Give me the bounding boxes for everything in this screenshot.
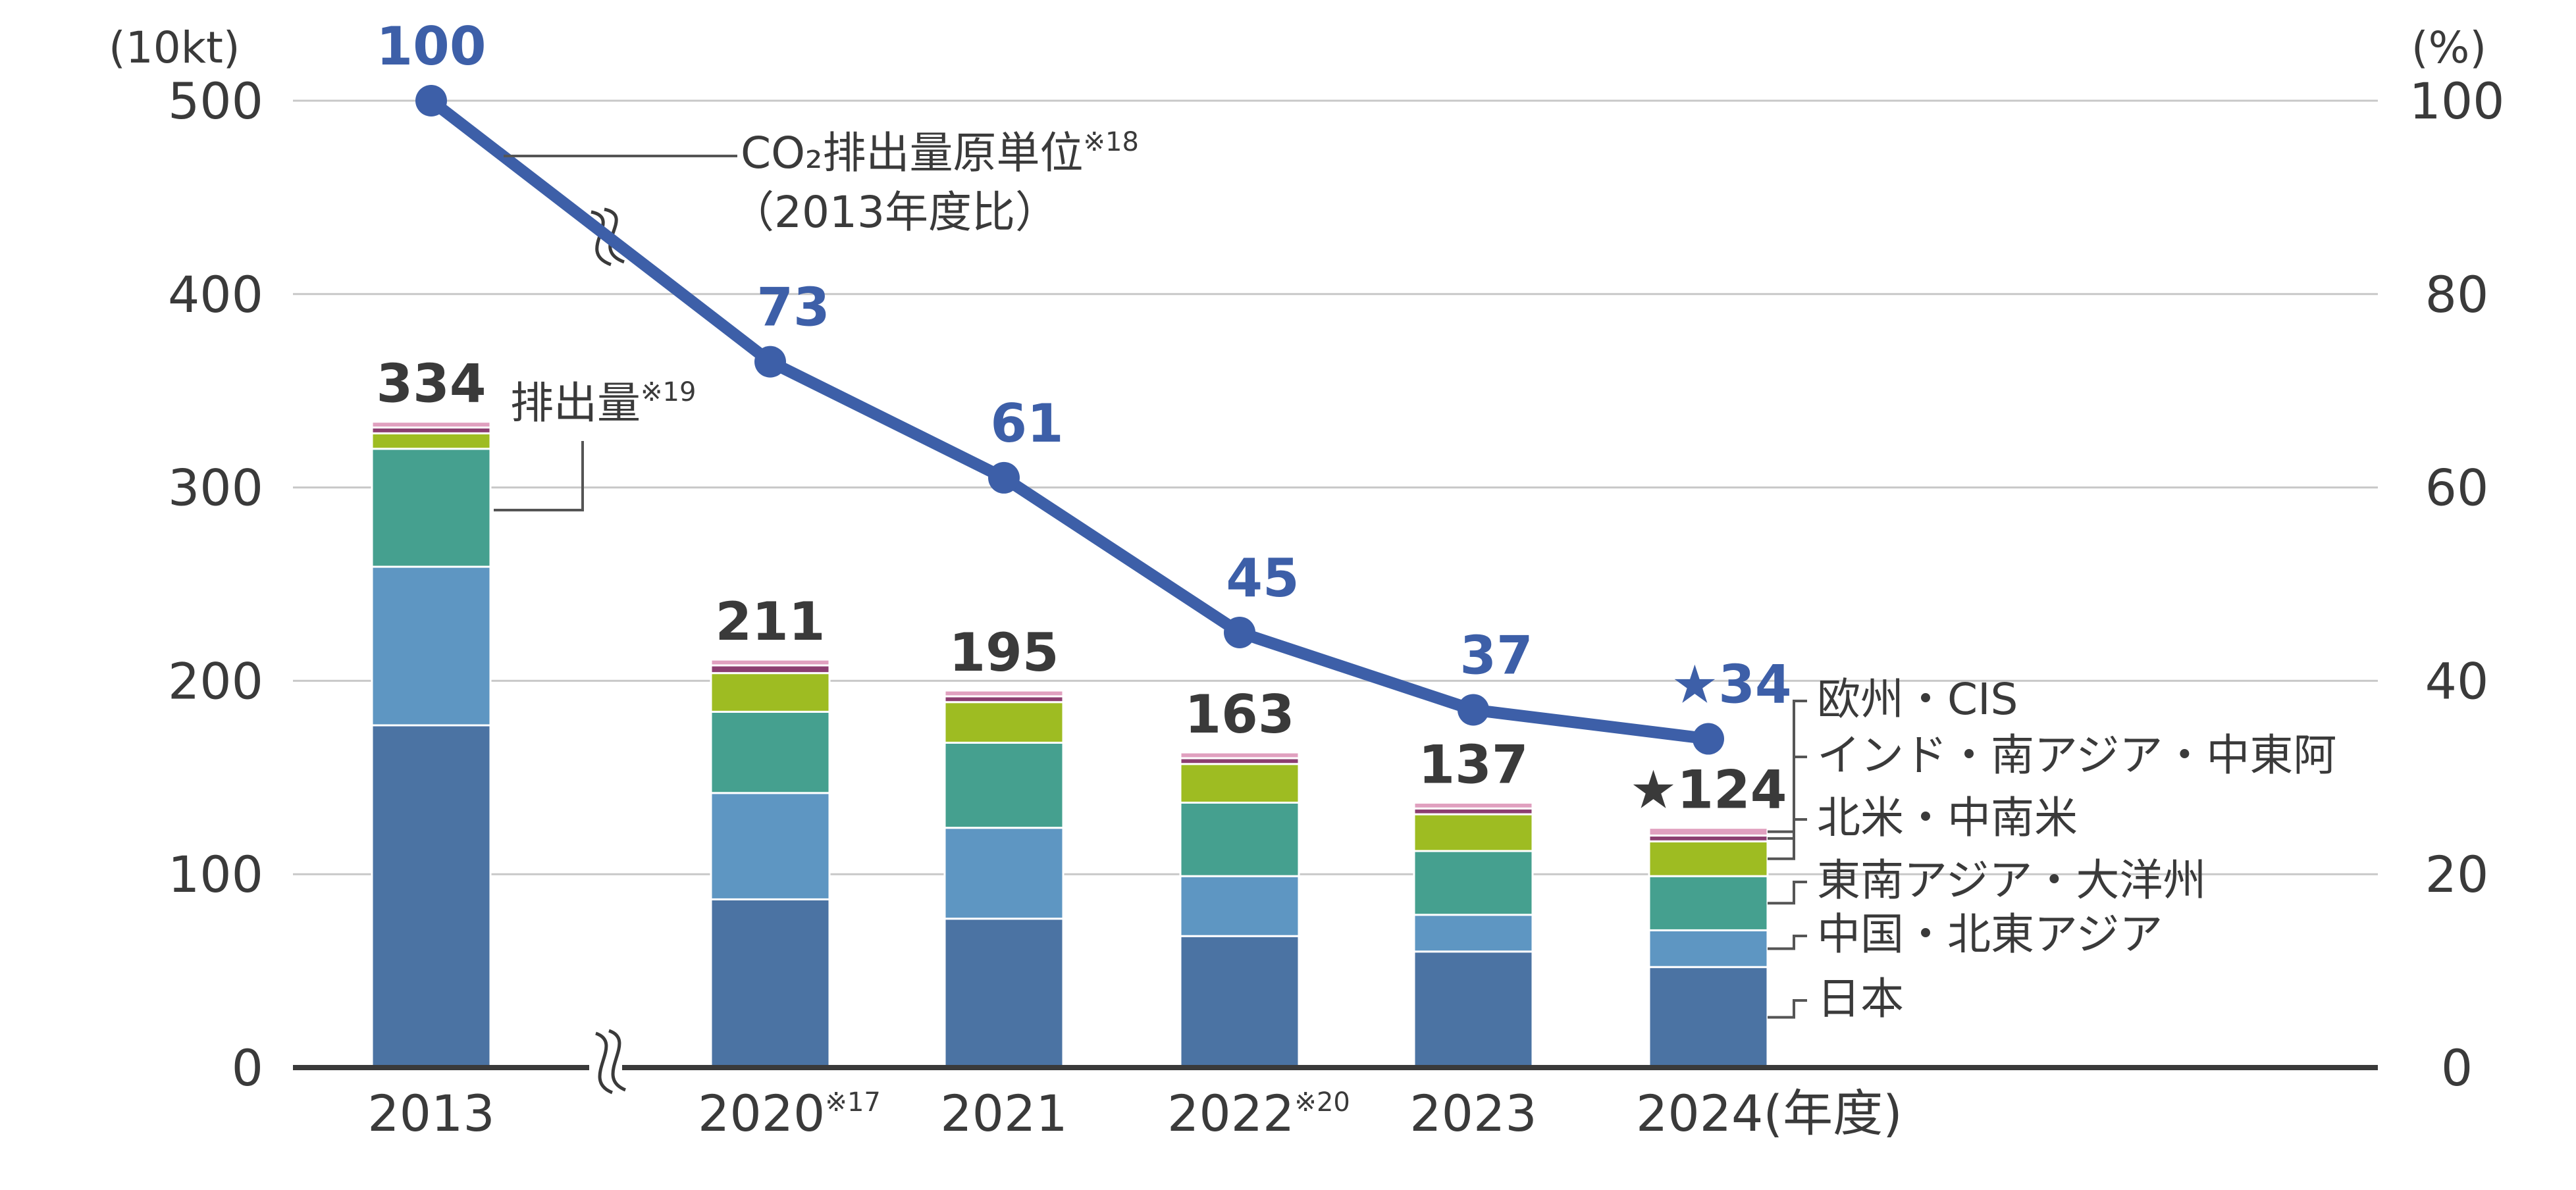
legend-label: インド・南アジア・中東阿	[1817, 730, 2336, 781]
intensity-label: 37	[1459, 625, 1533, 686]
total-label: 195	[949, 622, 1059, 683]
bar-segment	[1179, 763, 1300, 804]
bar-segment	[371, 432, 492, 450]
intensity-point	[1458, 694, 1489, 726]
bar-segment	[1413, 950, 1534, 1069]
legend: 欧州・CISインド・南アジア・中東阿北米・中南米東南アジア・大洋州中国・北東アジ…	[1768, 674, 2336, 1024]
left-tick-label: 400	[168, 265, 263, 324]
total-label: 211	[716, 591, 826, 652]
left-tick-label: 0	[232, 1039, 263, 1097]
legend-leader	[1768, 756, 1807, 840]
x-tick-label: 2021	[940, 1084, 1067, 1143]
legend-leader	[1768, 818, 1807, 860]
emission-annotation: 排出量※19	[510, 377, 696, 428]
bar-segment	[1179, 935, 1300, 1069]
intensity-annotation-line2: （2013年度比）	[731, 187, 1059, 238]
legend-label: 東南アジア・大洋州	[1817, 855, 2206, 906]
intensity-label: ★34	[1671, 654, 1791, 715]
bar-segment	[710, 658, 831, 667]
x-tick-label: 2022※20	[1167, 1084, 1350, 1143]
bar-segment	[1648, 966, 1769, 1069]
bar-segment	[1179, 875, 1300, 937]
right-tick-label: 80	[2425, 265, 2489, 324]
intensity-label: 45	[1226, 548, 1299, 609]
right-tick-label: 100	[2409, 72, 2504, 130]
x-tick-label: 2013	[367, 1084, 494, 1143]
intensity-point	[1224, 616, 1255, 648]
intensity-line	[427, 95, 1710, 745]
bar-segment	[710, 792, 831, 900]
bar-segment	[371, 421, 492, 429]
bar-segment	[1413, 850, 1534, 916]
bar-segment	[1413, 914, 1534, 953]
total-label: 163	[1185, 684, 1295, 745]
x-tick-label: 2023	[1409, 1084, 1537, 1143]
left-axis-ticks: 0 100 200 300 400 500	[168, 72, 263, 1097]
legend-leader	[1768, 935, 1807, 950]
intensity-labels: 100 73 61 45 37 ★34	[377, 16, 1792, 715]
bar-segment	[710, 898, 831, 1069]
x-tick-label: 2020※17	[698, 1084, 881, 1143]
bar-segment	[1413, 813, 1534, 852]
bar-segment	[1648, 929, 1769, 968]
bar-segment	[943, 741, 1065, 829]
intensity-annotation-line1: CO₂排出量原単位※18	[741, 127, 1139, 178]
intensity-label: 73	[756, 277, 829, 338]
bar-segment	[1179, 751, 1300, 760]
intensity-point	[988, 461, 1020, 494]
bar-segment	[1648, 875, 1769, 931]
right-tick-label: 20	[2425, 845, 2489, 904]
right-axis-unit: (%)	[2411, 22, 2486, 73]
intensity-point	[415, 85, 447, 116]
right-tick-label: 0	[2441, 1039, 2473, 1097]
bar-segment	[371, 448, 492, 568]
bar-segment	[710, 672, 831, 713]
bar-segment	[1179, 801, 1300, 877]
bar-segment	[371, 724, 492, 1069]
intensity-label: 100	[377, 16, 486, 77]
x-tick-label: 2024(年度)	[1636, 1084, 1903, 1143]
right-axis-ticks: 0 20 40 60 80 100	[2409, 72, 2504, 1097]
left-tick-label: 500	[168, 72, 263, 130]
intensity-point	[1693, 723, 1724, 755]
left-tick-label: 200	[168, 652, 263, 710]
left-tick-label: 300	[168, 459, 263, 517]
emission-leader-line	[494, 441, 584, 511]
right-tick-label: 40	[2425, 652, 2489, 710]
total-labels: 334 211 195 163 137 ★124	[377, 353, 1787, 821]
total-label: 137	[1419, 734, 1529, 795]
total-label: ★124	[1630, 760, 1787, 821]
bar-segment	[710, 664, 831, 675]
x-axis-labels: 2013 2020※17 2021 2022※20 2023 2024(年度)	[367, 1084, 1902, 1143]
axis-break-mark-axis	[589, 1029, 627, 1095]
legend-label: 欧州・CIS	[1817, 674, 2018, 725]
right-tick-label: 60	[2425, 459, 2489, 517]
bar-segment	[710, 710, 831, 794]
legend-label: 中国・北東アジア	[1817, 909, 2163, 960]
bar-segment	[943, 918, 1065, 1069]
intensity-points	[415, 85, 1724, 755]
left-tick-label: 100	[168, 845, 263, 904]
bar-segment	[371, 565, 492, 727]
intensity-point	[754, 346, 786, 378]
legend-label: 北米・中南米	[1817, 792, 2078, 843]
stacked-bars	[371, 421, 1769, 1069]
intensity-label: 61	[990, 393, 1063, 454]
bar-segment	[1413, 801, 1534, 810]
bar-segment	[1648, 827, 1769, 837]
bar-segment	[943, 689, 1065, 698]
bar-segment	[943, 701, 1065, 744]
bar-segment	[1648, 840, 1769, 877]
left-axis-unit: (10kt)	[109, 22, 240, 73]
total-label: 334	[377, 353, 486, 415]
legend-leader	[1768, 881, 1807, 905]
legend-leader	[1768, 999, 1807, 1019]
bar-segment	[943, 827, 1065, 920]
gridlines	[293, 99, 2378, 875]
legend-label: 日本	[1817, 973, 1904, 1024]
